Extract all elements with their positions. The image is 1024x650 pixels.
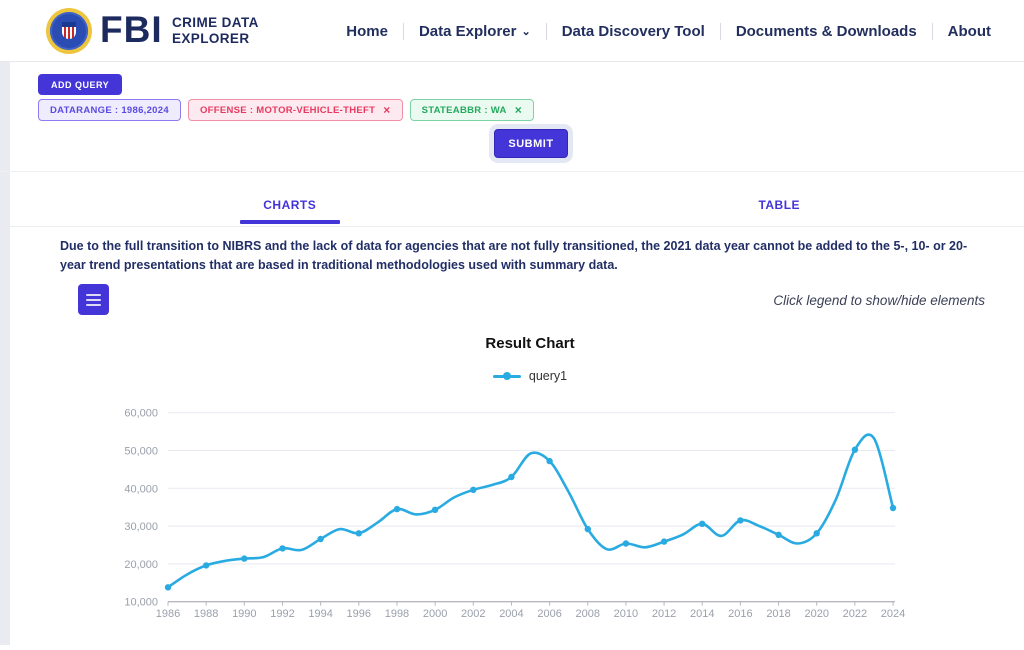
svg-text:30,000: 30,000	[124, 521, 158, 533]
chart-title: Result Chart	[485, 335, 575, 352]
legend-hint-text: Click legend to show/hide elements	[773, 293, 985, 308]
chip-stateabbr-label: STATEABBR : WA	[421, 104, 507, 116]
chevron-down-icon: ⌄	[521, 25, 531, 38]
brand-line2: EXPLORER	[172, 31, 250, 47]
nav-about[interactable]: About	[947, 22, 991, 40]
fbi-seal-logo	[46, 8, 92, 54]
svg-text:1994: 1994	[308, 608, 332, 620]
svg-text:2000: 2000	[423, 608, 447, 620]
svg-text:20,000: 20,000	[124, 559, 158, 571]
close-icon[interactable]: ×	[514, 103, 522, 117]
tab-table[interactable]: TABLE	[758, 198, 801, 212]
nav-separator	[719, 22, 721, 40]
nibrs-notice-text: Due to the full transition to NIBRS and …	[60, 239, 968, 272]
svg-text:2022: 2022	[843, 608, 867, 620]
svg-text:2012: 2012	[652, 608, 676, 620]
chip-offense-label: OFFENSE : MOTOR-VEHICLE-THEFT	[199, 104, 376, 116]
chip-datarange[interactable]: DATARANGE : 1986,2024	[38, 99, 181, 121]
svg-text:10,000: 10,000	[124, 597, 158, 609]
svg-text:2020: 2020	[804, 608, 828, 620]
tab-charts[interactable]: CHARTS	[45, 192, 535, 224]
tabs-underline	[10, 226, 1024, 227]
chip-offense[interactable]: OFFENSE : MOTOR-VEHICLE-THEFT ×	[187, 99, 403, 121]
close-icon[interactable]: ×	[383, 103, 391, 117]
nav-data-discovery-tool[interactable]: Data Discovery Tool	[561, 22, 705, 40]
fbi-wordmark: FBI	[100, 9, 163, 50]
legend-line-marker-icon	[492, 372, 521, 380]
nav-separator	[545, 22, 547, 40]
fbi-seal-shield	[62, 22, 76, 39]
svg-text:1998: 1998	[385, 608, 409, 620]
result-chart: 10,000 20,000 30,000 40,000 50,000 60,000 1986…	[100, 398, 960, 638]
svg-text:2024: 2024	[881, 608, 905, 620]
nav-separator	[931, 22, 933, 40]
nav-home[interactable]: Home	[346, 22, 388, 40]
svg-text:1988: 1988	[194, 608, 218, 620]
svg-text:2016: 2016	[728, 608, 752, 620]
chip-stateabbr[interactable]: STATEABBR : WA ×	[409, 99, 534, 121]
brand-subtitle: CRIME DATA EXPLORER	[172, 15, 259, 47]
result-tabs: CHARTS TABLE	[45, 192, 1024, 224]
svg-text:2006: 2006	[537, 608, 561, 620]
submit-button[interactable]: SUBMIT	[494, 129, 568, 158]
query-chips: DATARANGE : 1986,2024 OFFENSE : MOTOR-VE…	[38, 99, 534, 121]
svg-text:2002: 2002	[461, 608, 485, 620]
chip-datarange-label: DATARANGE : 1986,2024	[50, 104, 169, 116]
chart-menu-button[interactable]	[78, 284, 109, 315]
nav-separator	[402, 22, 404, 40]
brand-line1: CRIME DATA	[172, 15, 259, 30]
svg-text:2008: 2008	[576, 608, 600, 620]
svg-text:1996: 1996	[347, 608, 371, 620]
svg-text:60,000: 60,000	[124, 408, 158, 420]
svg-text:2004: 2004	[499, 608, 523, 620]
svg-text:1986: 1986	[156, 608, 180, 620]
legend-label: query1	[528, 369, 568, 383]
svg-text:40,000: 40,000	[124, 483, 158, 495]
chart-legend: query1	[100, 369, 960, 383]
svg-text:2014: 2014	[690, 608, 714, 620]
svg-text:1990: 1990	[232, 608, 256, 620]
section-divider	[0, 171, 1024, 172]
active-tab-indicator	[239, 220, 340, 224]
svg-text:1992: 1992	[270, 608, 294, 620]
page-left-gutter	[0, 62, 10, 645]
legend-item-query1[interactable]: query1	[492, 369, 568, 383]
nav-documents-downloads[interactable]: Documents & Downloads	[735, 22, 917, 40]
header: FBI CRIME DATA EXPLORER Home Data Explor…	[0, 0, 1024, 62]
nav-data-explorer[interactable]: Data Explorer ⌄	[418, 22, 531, 40]
svg-text:2010: 2010	[614, 608, 638, 620]
add-query-button[interactable]: ADD QUERY	[38, 74, 123, 95]
main-nav: Home Data Explorer ⌄ Data Discovery Tool …	[331, 0, 1006, 62]
svg-text:50,000: 50,000	[124, 446, 158, 458]
line-chart-canvas: 10,000 20,000 30,000 40,000 50,000 60,000 1986…	[124, 408, 905, 620]
svg-text:2018: 2018	[766, 608, 790, 620]
